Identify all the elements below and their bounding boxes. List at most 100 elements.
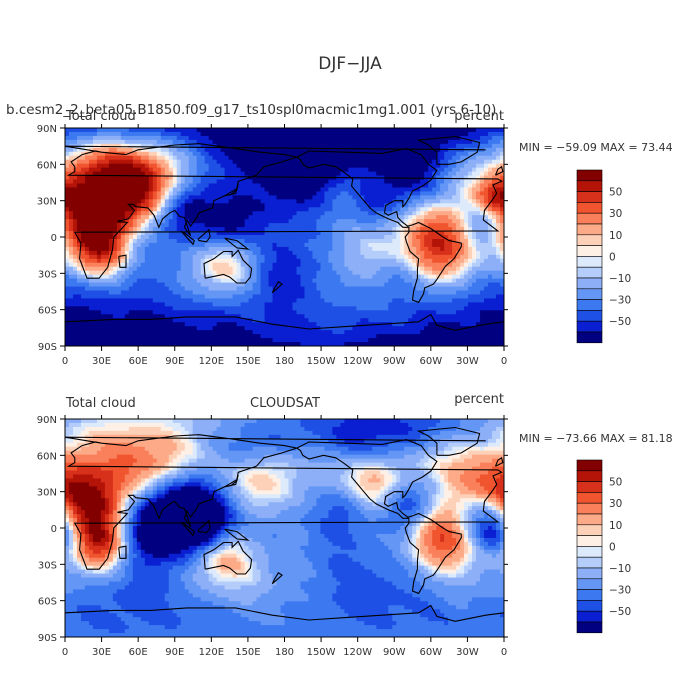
- case-label: b.cesm2_2_beta05.B1850.f09_g17_ts10spl0m…: [6, 102, 496, 118]
- lat-tick-label: 30N: [37, 197, 57, 208]
- panel-min-max: MIN = −59.09 MAX = 73.44: [519, 141, 673, 154]
- panel-left-label: Total cloud: [65, 396, 136, 411]
- latitude-axis: 90N 60N 30N 0 30S 60S 90S: [37, 415, 508, 644]
- lon-tick-label: 30W: [456, 356, 479, 367]
- panel-units-label: percent: [454, 109, 504, 124]
- lat-tick-label: 60N: [37, 451, 57, 462]
- longitude-axis: 0 30E 60E 90E 120E 150E 180 150W 120W 90W 60W 30W 0: [62, 415, 507, 658]
- lon-tick-label: 150E: [235, 647, 260, 658]
- lon-tick-label: 150E: [235, 356, 260, 367]
- lon-tick-label: 90E: [165, 647, 184, 658]
- colorbar-swatch: [576, 191, 603, 203]
- lat-tick-label: 90S: [38, 342, 57, 353]
- colorbar-swatch: [576, 223, 603, 236]
- colorbar-label: 30: [609, 208, 622, 220]
- colorbar-swatch: [576, 202, 603, 214]
- colorbar-swatch: [576, 492, 603, 504]
- colorbar-swatch: [576, 610, 603, 623]
- lon-tick-label: 120E: [199, 356, 224, 367]
- colorbar-label: 0: [609, 541, 616, 553]
- colorbar-label: −50: [609, 316, 631, 328]
- lon-tick-label: 30E: [92, 356, 111, 367]
- colorbar-label: 50: [609, 187, 622, 199]
- colorbar-swatch: [576, 481, 603, 493]
- lon-tick-label: 90E: [165, 356, 184, 367]
- lon-tick-label: 60W: [420, 647, 443, 658]
- contour-map: [64, 127, 505, 347]
- lat-tick-label: 0: [51, 524, 57, 535]
- colorbar-swatch: [576, 513, 603, 526]
- lon-tick-label: 60E: [129, 356, 148, 367]
- lat-tick-label: 90S: [38, 633, 57, 644]
- colorbar-swatch: [576, 470, 603, 482]
- colorbar-swatch: [576, 621, 603, 634]
- lon-tick-label: 0: [62, 647, 68, 658]
- lon-tick-label: 30W: [456, 647, 479, 658]
- lon-tick-label: 0: [62, 356, 68, 367]
- colorbar-swatch: [576, 320, 603, 333]
- colorbar: 50 30 10 0 −10 −30 −50: [576, 169, 631, 344]
- lat-tick-label: 30S: [38, 560, 57, 571]
- colorbar-swatch: [576, 524, 603, 536]
- lon-tick-label: 0: [501, 647, 507, 658]
- lat-tick-label: 60N: [37, 160, 57, 171]
- colorbar-label: 10: [609, 520, 622, 532]
- lon-tick-label: 150W: [307, 356, 336, 367]
- lon-tick-label: 120W: [343, 356, 372, 367]
- colorbar-swatch: [576, 212, 603, 225]
- lon-tick-label: 180: [275, 356, 294, 367]
- colorbar-swatch: [576, 299, 603, 311]
- colorbar-swatch: [576, 277, 603, 290]
- lon-tick-label: 150W: [307, 647, 336, 658]
- colorbar-swatch: [576, 567, 603, 580]
- lat-tick-label: 60S: [38, 306, 57, 317]
- colorbar-swatch: [576, 310, 603, 322]
- colorbar-label: −30: [609, 295, 631, 307]
- colorbar-swatch: [576, 502, 603, 515]
- lon-tick-label: 90W: [383, 647, 406, 658]
- colorbar-swatch: [576, 546, 603, 558]
- lat-tick-label: 60S: [38, 597, 57, 608]
- colorbar-swatch: [576, 600, 603, 612]
- colorbar-label: −30: [609, 585, 631, 597]
- colorbar-swatch: [576, 266, 603, 279]
- colorbar-swatch: [576, 245, 603, 257]
- lat-tick-label: 90N: [37, 124, 57, 135]
- lat-tick-label: 30S: [38, 269, 57, 280]
- lat-tick-label: 30N: [37, 488, 57, 499]
- lon-tick-label: 60E: [129, 647, 148, 658]
- colorbar-swatch: [576, 331, 603, 344]
- lat-tick-label: 0: [51, 233, 57, 244]
- coastline: [65, 135, 504, 331]
- colorbar-swatch: [576, 288, 603, 300]
- latitude-axis: 90N 60N 30N 0 30S 60S 90S: [37, 124, 508, 353]
- colorbar-label: 0: [609, 251, 616, 263]
- colorbar-swatch: [576, 180, 603, 192]
- figure-title: DJF−JJA: [318, 54, 382, 74]
- longitude-axis: 0 30E 60E 90E 120E 150E 180 150W 120W 90W 60W 30W 0: [62, 124, 507, 367]
- lon-tick-label: 180: [275, 647, 294, 658]
- colorbar-swatch: [576, 256, 603, 268]
- colorbar-swatch: [576, 459, 603, 472]
- colorbar-label: 50: [609, 477, 622, 489]
- panel-left-label: Total cloud: [65, 109, 136, 124]
- colorbar-swatch: [576, 234, 603, 246]
- colorbar-label: −50: [609, 606, 631, 618]
- colorbar-swatch: [576, 169, 603, 182]
- colorbar-label: 10: [609, 230, 622, 242]
- colorbar-swatch: [576, 589, 603, 601]
- map-panel-bottom: Total cloud CLOUDSAT percent MIN = −73.6…: [37, 392, 673, 658]
- colorbar-swatch: [576, 578, 603, 590]
- lon-tick-label: 90W: [383, 356, 406, 367]
- panel-min-max: MIN = −73.66 MAX = 81.18: [519, 432, 673, 445]
- panel-center-label: CLOUDSAT: [250, 396, 320, 411]
- colorbar: 50 30 10 0 −10 −30 −50: [576, 459, 631, 634]
- lon-tick-label: 120E: [199, 647, 224, 658]
- colorbar-swatch: [576, 556, 603, 569]
- panel-units-label: percent: [454, 392, 504, 407]
- map-panel-top: Total cloud percent MIN = −59.09 MAX = 7…: [37, 109, 673, 367]
- anomaly-field: [65, 419, 504, 637]
- coastline: [65, 426, 504, 622]
- lon-tick-label: 30E: [92, 647, 111, 658]
- colorbar-swatch: [576, 535, 603, 547]
